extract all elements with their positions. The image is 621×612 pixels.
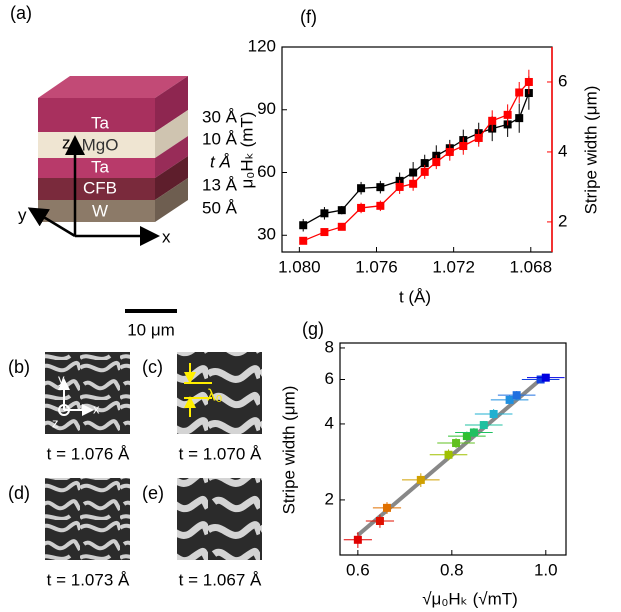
data-point bbox=[338, 223, 346, 231]
series-line bbox=[303, 82, 529, 241]
image-caption: t = 1.076 Å bbox=[47, 444, 130, 463]
layer-thickness: t Å bbox=[210, 152, 231, 171]
data-point bbox=[357, 184, 365, 192]
data-point bbox=[432, 158, 440, 166]
x-tick-label: 1.0 bbox=[534, 560, 558, 579]
y-axis-label: Stripe width (μm) bbox=[279, 386, 298, 515]
data-point bbox=[396, 183, 404, 191]
axis-name: z bbox=[62, 133, 71, 152]
layer-name: Ta bbox=[91, 157, 110, 176]
y-tick-label: 30 bbox=[257, 225, 276, 244]
inset-axis-name: z bbox=[52, 415, 59, 430]
series-line bbox=[303, 93, 529, 225]
data-point bbox=[338, 206, 346, 214]
data-point bbox=[409, 169, 417, 177]
axis-name: y bbox=[18, 205, 27, 224]
y2-tick-label: 2 bbox=[558, 211, 567, 230]
data-point bbox=[320, 209, 328, 217]
data-point bbox=[445, 451, 453, 459]
layer-thickness: 50 Å bbox=[202, 198, 238, 217]
layer-name: Ta bbox=[91, 113, 110, 132]
layer-thickness: 10 Å bbox=[202, 129, 238, 148]
data-point bbox=[525, 78, 533, 86]
data-point bbox=[475, 134, 483, 142]
x-axis-label: t (Å) bbox=[399, 287, 431, 306]
x-tick-label: 0.6 bbox=[346, 560, 370, 579]
layer-name: CFB bbox=[83, 178, 117, 197]
data-point bbox=[515, 88, 523, 96]
y-tick-label: 8 bbox=[325, 337, 334, 356]
panel-label: (b) bbox=[8, 357, 30, 377]
panel-label: (f) bbox=[300, 7, 317, 27]
plot-frame bbox=[282, 47, 552, 252]
inset-axis-name: y bbox=[58, 371, 65, 386]
data-point bbox=[506, 396, 514, 404]
y2-tick-label: 6 bbox=[558, 71, 567, 90]
x-tick-label: 0.8 bbox=[440, 560, 464, 579]
data-point bbox=[409, 180, 417, 188]
data-point bbox=[376, 202, 384, 210]
image-caption: t = 1.067 Å bbox=[179, 570, 262, 589]
data-point bbox=[376, 517, 384, 525]
axis-name: x bbox=[162, 227, 171, 246]
period-label: λ₀ bbox=[207, 385, 223, 404]
data-point bbox=[376, 183, 384, 191]
panel-label: (a) bbox=[10, 3, 32, 23]
image-caption: t = 1.073 Å bbox=[47, 570, 130, 589]
data-point bbox=[513, 391, 521, 399]
y2-tick-label: 4 bbox=[558, 141, 567, 160]
x-axis-label: √μ₀Hₖ (√mT) bbox=[422, 589, 518, 608]
layer-thickness: 30 Å bbox=[202, 107, 238, 126]
x-tick-label: 1.076 bbox=[355, 257, 398, 276]
data-point bbox=[320, 228, 328, 236]
panel-label: (e) bbox=[142, 483, 164, 503]
data-point bbox=[480, 421, 488, 429]
data-point bbox=[421, 168, 429, 176]
figure: (a) (b) (c) (d) (e) (f) (g) Ta MgO Ta CF… bbox=[0, 0, 621, 612]
panel-label: (c) bbox=[142, 357, 163, 377]
data-point bbox=[542, 374, 550, 382]
layer-name: MgO bbox=[82, 135, 119, 154]
y2-axis-label: Stripe width (μm) bbox=[581, 86, 600, 215]
data-point bbox=[452, 439, 460, 447]
data-point bbox=[417, 476, 425, 484]
y-tick-label: 4 bbox=[325, 413, 334, 432]
x-tick-label: 1.080 bbox=[278, 257, 321, 276]
layer-name: W bbox=[92, 201, 108, 220]
data-point bbox=[459, 142, 467, 150]
data-point bbox=[488, 117, 496, 125]
data-point bbox=[299, 221, 307, 229]
data-point bbox=[490, 410, 498, 418]
layer-thickness: 13 Å bbox=[202, 175, 238, 194]
domain-image bbox=[45, 478, 130, 560]
x-tick-label: 1.072 bbox=[432, 257, 475, 276]
data-point bbox=[470, 428, 478, 436]
data-point bbox=[354, 536, 362, 544]
data-point bbox=[463, 432, 471, 440]
panel-label: (g) bbox=[302, 319, 324, 339]
x-tick-label: 1.068 bbox=[510, 257, 553, 276]
y-tick-label: 120 bbox=[248, 36, 276, 55]
data-point bbox=[446, 148, 454, 156]
y-tick-label: 2 bbox=[325, 489, 334, 508]
image-caption: t = 1.070 Å bbox=[179, 444, 262, 463]
y-tick-label: 60 bbox=[257, 162, 276, 181]
data-point bbox=[357, 204, 365, 212]
scale-bar-label: 10 μm bbox=[127, 320, 175, 339]
data-point bbox=[383, 504, 391, 512]
panel-label: (d) bbox=[8, 483, 30, 503]
y-tick-label: 90 bbox=[257, 99, 276, 118]
domain-image bbox=[177, 478, 262, 560]
y-axis-label: μ₀Hₖ (mT) bbox=[237, 112, 256, 189]
inset-axis-name: x bbox=[93, 401, 100, 416]
y-tick-label: 6 bbox=[325, 369, 334, 388]
data-point bbox=[504, 111, 512, 119]
data-point bbox=[299, 237, 307, 245]
data-point bbox=[515, 114, 523, 122]
